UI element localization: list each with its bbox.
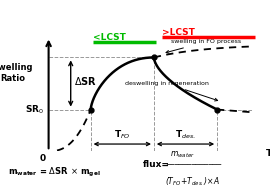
Text: >LCST: >LCST <box>162 28 195 37</box>
Text: $\Delta$SR: $\Delta$SR <box>74 75 97 87</box>
Text: Time: Time <box>265 149 270 158</box>
Text: <LCST: <LCST <box>93 33 126 42</box>
Text: m$_{\mathregular{water}}$ = $\Delta$SR $\times$ m$_{\mathregular{gel}}$: m$_{\mathregular{water}}$ = $\Delta$SR $… <box>8 165 101 179</box>
Text: Swelling
Ratio: Swelling Ratio <box>0 63 33 83</box>
Text: flux=: flux= <box>143 160 170 169</box>
Text: (T$_{\mathregular{FO}}$+T$_{\mathregular{des.}}$)$\times$A: (T$_{\mathregular{FO}}$+T$_{\mathregular… <box>165 176 220 188</box>
Text: deswelling in regeneration: deswelling in regeneration <box>125 81 218 101</box>
Text: swelling in FO process: swelling in FO process <box>166 40 241 53</box>
Text: 0: 0 <box>39 154 45 163</box>
Text: T$_{des.}$: T$_{des.}$ <box>175 128 196 141</box>
Text: m$_{\mathregular{water}}$: m$_{\mathregular{water}}$ <box>170 149 195 160</box>
Text: T$_{FO}$: T$_{FO}$ <box>114 128 131 141</box>
Text: SR$_0$: SR$_0$ <box>25 103 44 116</box>
Text: ─────────────: ───────────── <box>166 162 221 168</box>
